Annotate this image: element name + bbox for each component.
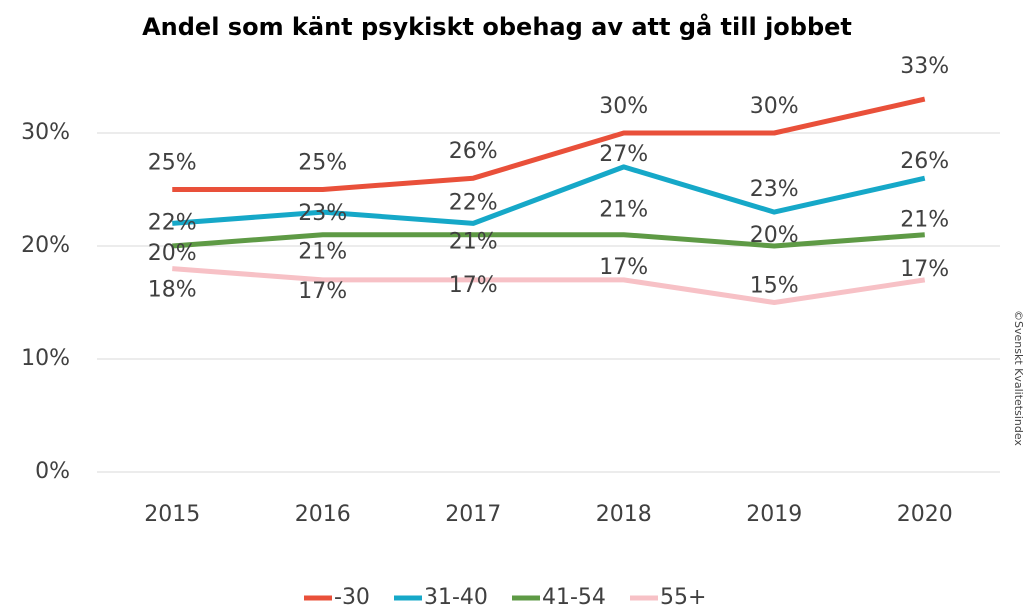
data-label: 18% xyxy=(148,278,197,303)
x-tick-label: 2016 xyxy=(295,502,351,527)
data-label: 25% xyxy=(148,151,197,176)
data-label: 22% xyxy=(148,210,197,235)
y-tick-label: 30% xyxy=(21,120,70,145)
data-label: 21% xyxy=(599,198,648,223)
data-label: 17% xyxy=(599,255,648,280)
y-tick-label: 20% xyxy=(21,233,70,258)
x-tick-label: 2018 xyxy=(596,502,652,527)
data-label: 27% xyxy=(599,142,648,167)
x-tick-label: 2020 xyxy=(897,502,953,527)
chart-title: Andel som känt psykiskt obehag av att gå… xyxy=(142,12,852,41)
data-label: 21% xyxy=(449,230,498,255)
data-label: 15% xyxy=(750,274,799,299)
y-tick-label: 0% xyxy=(35,459,70,484)
legend-label: -30 xyxy=(334,585,370,610)
data-label: 17% xyxy=(900,257,949,282)
data-label: 21% xyxy=(298,240,347,265)
data-label: 20% xyxy=(750,223,799,248)
data-label: 30% xyxy=(599,94,648,119)
data-label: 23% xyxy=(298,201,347,226)
y-tick-label: 10% xyxy=(21,346,70,371)
series-line xyxy=(172,232,925,249)
data-label: 26% xyxy=(900,149,949,174)
data-label: 25% xyxy=(298,151,347,176)
data-label: 33% xyxy=(900,54,949,79)
data-label: 17% xyxy=(449,273,498,298)
legend-label: 41-54 xyxy=(542,585,606,610)
legend-label: 55+ xyxy=(660,585,706,610)
series-line xyxy=(172,96,926,192)
data-label: 17% xyxy=(298,279,347,304)
data-label: 20% xyxy=(148,241,197,266)
data-label: 22% xyxy=(449,190,498,215)
data-label: 23% xyxy=(750,177,799,202)
data-label: 30% xyxy=(750,94,799,119)
copyright: ©Svenskt Kvalitetsindex xyxy=(1012,310,1024,446)
series-line xyxy=(172,266,926,305)
data-label: 26% xyxy=(449,139,498,164)
data-label: 21% xyxy=(900,208,949,233)
series-line xyxy=(172,164,926,226)
legend-label: 31-40 xyxy=(424,585,488,610)
x-tick-label: 2017 xyxy=(445,502,501,527)
x-tick-label: 2015 xyxy=(144,502,200,527)
x-tick-label: 2019 xyxy=(746,502,802,527)
